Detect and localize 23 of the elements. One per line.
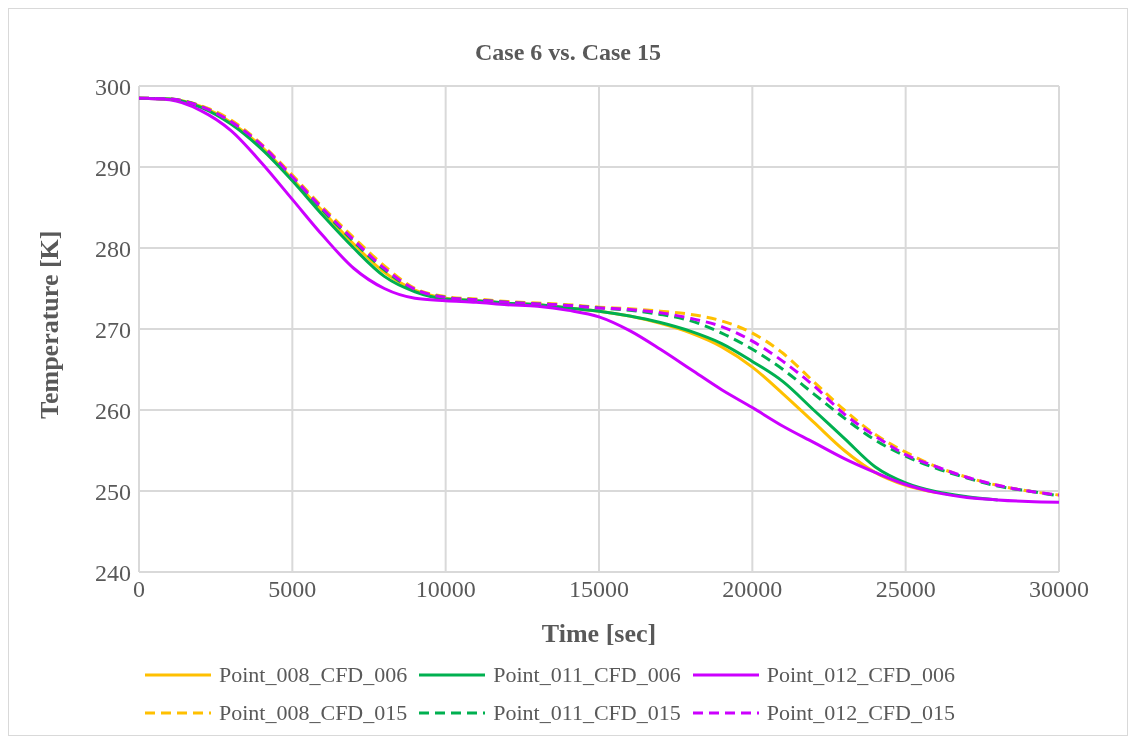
y-tick-label: 280: [95, 235, 131, 262]
legend-label: Point_008_CFD_006: [219, 662, 408, 688]
x-tick-label: 30000: [1029, 576, 1089, 603]
x-tick-label: 20000: [722, 576, 783, 603]
y-tick-label: 250: [95, 478, 131, 505]
legend-label: Point_012_CFD_015: [766, 700, 955, 726]
legend-label: Point_012_CFD_006: [766, 662, 955, 688]
x-axis-title: Time [sec]: [541, 619, 657, 648]
legend-label: Point_011_CFD_006: [493, 662, 681, 688]
y-tick-label: 270: [95, 316, 131, 343]
y-tick-label: 290: [95, 154, 131, 181]
y-tick-label: 260: [95, 397, 131, 424]
legend-label: Point_008_CFD_015: [219, 700, 408, 726]
y-tick-label: 300: [95, 73, 131, 100]
legend-label: Point_011_CFD_015: [493, 700, 681, 726]
chart-title: Case 6 vs. Case 15: [474, 39, 662, 66]
x-tick-label: 0: [133, 576, 145, 603]
x-tick-label: 5000: [268, 576, 317, 603]
x-tick-label: 10000: [415, 576, 476, 603]
y-axis-title: Temperature [K]: [35, 230, 65, 419]
y-tick-label: 240: [95, 559, 131, 586]
x-tick-label: 25000: [875, 576, 936, 603]
x-tick-label: 15000: [569, 576, 629, 603]
